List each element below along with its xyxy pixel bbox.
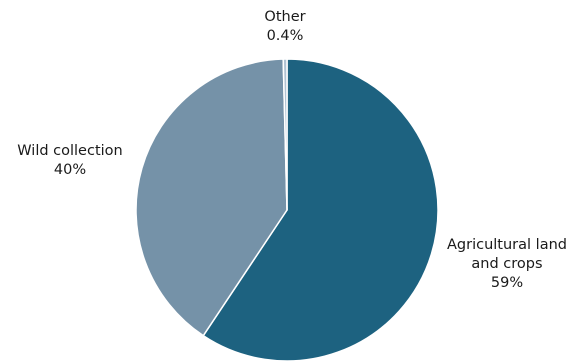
slice-label-agricultural-land: Agricultural land and crops 59%	[440, 236, 574, 293]
slice-value-wild-collection: 40%	[53, 162, 87, 178]
slice-name-wild-collection: Wild collection	[17, 143, 123, 159]
slice-other	[282, 58, 288, 211]
slice-wild-collection	[135, 58, 288, 337]
slice-label-wild-collection: Wild collection 40%	[0, 142, 140, 180]
slice-name-agricultural-line-2: and crops	[471, 256, 543, 272]
slice-value-other: 0.4%	[266, 28, 304, 44]
slice-label-other: Other 0.4%	[245, 8, 325, 46]
slice-name-other: Other	[264, 9, 306, 25]
slice-value-agricultural-land: 59%	[490, 275, 524, 291]
slice-name-agricultural-line-1: Agricultural land	[447, 237, 567, 253]
